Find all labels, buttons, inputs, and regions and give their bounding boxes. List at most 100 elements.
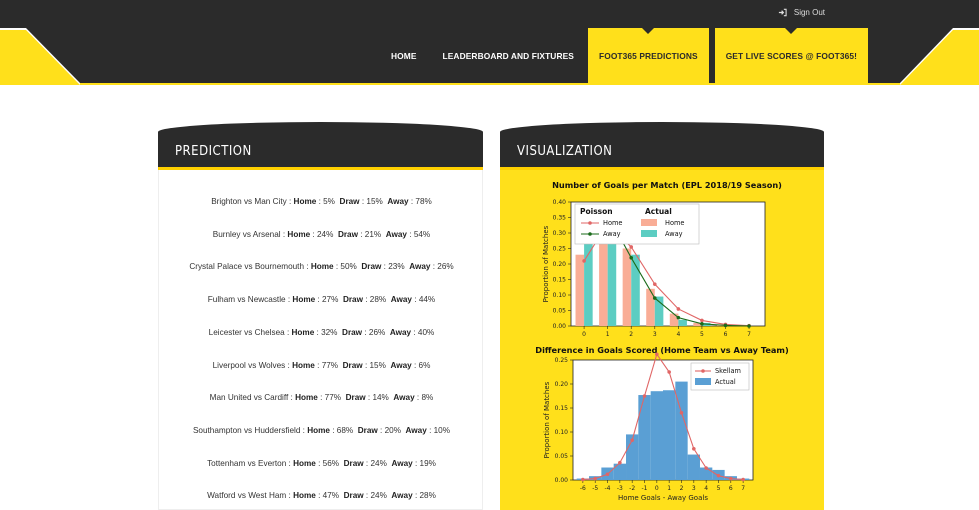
y-tick-label: 0.10 — [553, 292, 567, 299]
skellam-point — [729, 476, 733, 481]
prediction-header: PREDICTION — [158, 122, 483, 170]
nav-notch — [642, 28, 655, 34]
x-tick-label: -6 — [580, 485, 586, 492]
away-value: 44% — [418, 295, 436, 305]
legend-poisson-title: Poisson — [580, 207, 613, 216]
home-label: Home — [310, 262, 334, 272]
y-tick-label: 0.40 — [553, 199, 567, 206]
skellam-point — [655, 352, 659, 357]
home-label: Home — [307, 425, 330, 435]
away-value: 8% — [421, 393, 434, 403]
draw-value: 24% — [370, 491, 387, 501]
home-value: 56% — [322, 458, 340, 468]
legend-marker — [588, 221, 592, 225]
away-label: Away — [387, 197, 409, 206]
y-tick-label: 0.30 — [553, 230, 567, 237]
y-tick-label: 0.05 — [553, 308, 567, 315]
legend-box — [574, 203, 700, 245]
y-tick-label: 0.25 — [555, 357, 569, 364]
skellam-point — [593, 476, 597, 481]
x-tick-label: -2 — [629, 485, 635, 492]
match-name: Burnley vs Arsenal : — [212, 229, 288, 239]
goals-per-match-chart: Number of Goals per Match (EPL 2018/19 S… — [542, 180, 782, 338]
draw-value: 15% — [366, 197, 383, 206]
chart-title: Number of Goals per Match (EPL 2018/19 S… — [552, 180, 782, 190]
away-label: Away — [385, 229, 407, 239]
nav-home[interactable]: HOME — [391, 51, 417, 61]
poisson-point — [700, 322, 704, 326]
away-label: Away — [393, 393, 415, 403]
x-tick-label: 7 — [741, 485, 745, 492]
away-value: 6% — [418, 360, 431, 370]
x-tick-label: -3 — [617, 485, 623, 492]
histogram-bar — [650, 391, 663, 480]
home-label: Home — [291, 327, 315, 337]
visualization-header: VISUALIZATION — [500, 122, 824, 170]
away-label: Away — [390, 360, 412, 370]
main-nav: HOME LEADERBOARD AND FIXTURES FOOT365 PR… — [380, 28, 868, 85]
home-value: 47% — [322, 491, 340, 501]
x-tick-label: -4 — [605, 485, 611, 492]
poisson-point — [723, 323, 728, 328]
draw-value: 26% — [368, 327, 386, 337]
x-tick-label: 5 — [717, 485, 721, 492]
legend-bar-swatch — [641, 219, 657, 226]
home-value: 68% — [336, 425, 354, 435]
sign-out-label: Sign Out — [793, 8, 825, 17]
nav-live-scores[interactable]: GET LIVE SCORES @ FOOT365! — [714, 28, 868, 85]
poisson-point — [652, 282, 657, 286]
draw-label: Draw — [342, 295, 363, 305]
bar-away — [607, 225, 617, 326]
match-name: Liverpool vs Wolves : — [212, 360, 293, 370]
away-value: 10% — [433, 425, 451, 435]
x-tick-label: 0 — [582, 331, 586, 338]
histogram-bar — [675, 381, 688, 480]
prediction-row: Man United vs Cardiff : Home : 77% Draw … — [209, 393, 434, 403]
prediction-row: Watford vs West Ham : Home : 47% Draw : … — [207, 491, 436, 501]
y-axis-label: Proportion of Matches — [542, 225, 550, 302]
bar-home — [693, 322, 702, 326]
sign-out-link[interactable]: Sign Out — [778, 8, 825, 17]
nav-band: HOME LEADERBOARD AND FIXTURES FOOT365 PR… — [0, 28, 979, 86]
skellam-point — [692, 447, 696, 451]
match-name: Leicester vs Chelsea : — [208, 327, 292, 337]
x-axis-label: Home Goals - Away Goals — [618, 494, 708, 502]
match-name: Tottenham vs Everton : — [207, 458, 294, 468]
home-label: Home — [287, 229, 311, 239]
bar-away — [631, 254, 640, 326]
prediction-row: Brighton vs Man City : Home : 5% Draw : … — [211, 197, 432, 206]
draw-value: 24% — [370, 458, 387, 468]
nav-leaderboard[interactable]: LEADERBOARD AND FIXTURES — [442, 51, 574, 61]
legend-label: Actual — [715, 378, 736, 386]
bar-away — [654, 296, 664, 326]
home-value: 27% — [321, 295, 339, 305]
goal-difference-chart: Difference in Goals Scored (Home Team vs… — [535, 345, 789, 502]
home-label: Home — [293, 458, 316, 468]
away-value: 40% — [417, 327, 435, 337]
poisson-point — [582, 259, 586, 263]
home-value: 77% — [321, 360, 339, 370]
x-tick-label: 4 — [676, 331, 680, 338]
nav-notch — [785, 28, 798, 34]
y-tick-label: 0.20 — [553, 261, 567, 268]
y-tick-label: 0.15 — [553, 277, 567, 284]
bar-home — [575, 254, 585, 326]
skellam-point — [581, 477, 585, 482]
sign-out-icon — [778, 8, 787, 17]
skellam-point — [642, 394, 647, 398]
home-label: Home — [292, 360, 315, 370]
draw-value: 15% — [369, 360, 386, 370]
home-label: Home — [295, 393, 318, 403]
skellam-point — [605, 472, 610, 477]
poisson-point — [676, 307, 681, 311]
nav-predictions[interactable]: FOOT365 PREDICTIONS — [587, 28, 709, 85]
draw-value: 23% — [388, 262, 405, 272]
home-value: 24% — [316, 229, 334, 239]
home-value: 5% — [323, 197, 335, 206]
histogram-bar — [613, 463, 627, 480]
x-tick-label: 2 — [680, 485, 684, 492]
draw-label: Draw — [345, 393, 366, 403]
visualization-body: Number of Goals per Match (EPL 2018/19 S… — [500, 170, 824, 510]
draw-value: 28% — [369, 295, 387, 305]
home-value: 32% — [321, 327, 338, 337]
